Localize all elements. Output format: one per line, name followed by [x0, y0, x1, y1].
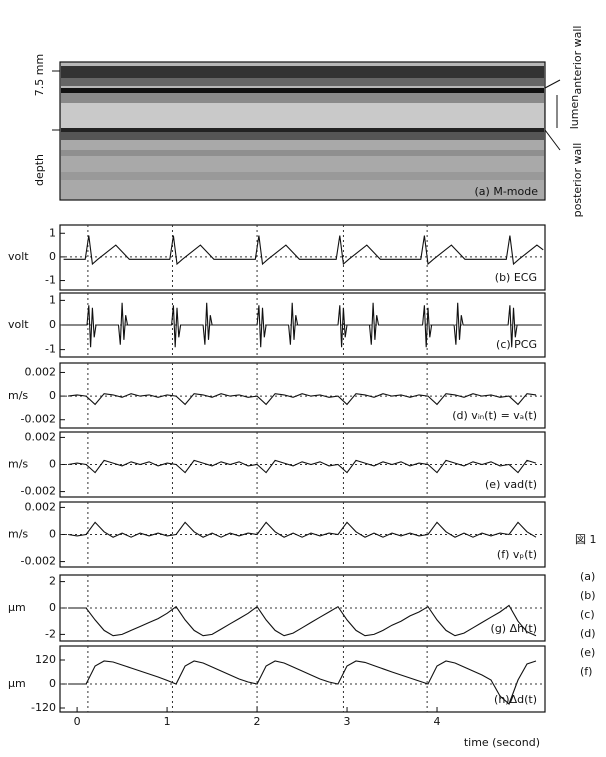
side-text: (e)	[580, 646, 595, 659]
panel-label: (b) ECG	[495, 271, 537, 284]
depth-label: depth	[33, 154, 46, 186]
y-tick-label: 1	[49, 226, 56, 239]
side-text: (d)	[580, 627, 596, 640]
panel-label: (h)Δd(t)	[494, 693, 537, 706]
y-tick-label: 0	[49, 389, 56, 402]
y-tick-label: -120	[31, 701, 56, 714]
annotation: anterior wall	[571, 26, 584, 95]
y-tick-label: 1	[49, 293, 56, 306]
m-mode-image	[52, 62, 560, 200]
side-text: (b)	[580, 589, 596, 602]
y-tick-label: -1	[45, 274, 56, 287]
y-axis-label: volt	[8, 318, 29, 331]
panel-label: (a) M-mode	[475, 185, 539, 198]
panel-frame	[60, 502, 545, 567]
panel-frame	[60, 575, 545, 641]
y-axis-label: μm	[8, 677, 26, 690]
panel-label: (c) PCG	[496, 338, 537, 351]
x-tick-label: 0	[74, 715, 81, 728]
panel-frame	[60, 646, 545, 712]
y-tick-label: -2	[45, 627, 56, 640]
panel-label: (f) vₚ(t)	[497, 548, 537, 561]
y-axis-label: m/s	[8, 389, 28, 402]
y-tick-label: 0	[49, 528, 56, 541]
y-tick-label: -0.002	[21, 555, 56, 568]
figure: 7.5 mm depth (a) M-mode anterior wall lu…	[0, 0, 606, 753]
y-tick-label: 0	[49, 318, 56, 331]
panel-label: (d) vᵢₙ(t) = vₐ(t)	[452, 409, 537, 422]
line-series	[68, 605, 536, 635]
x-tick-label: 1	[164, 715, 171, 728]
scale-label: 7.5 mm	[33, 54, 46, 96]
annotation: lumen	[568, 95, 581, 130]
y-axis-label: m/s	[8, 458, 28, 471]
line-series	[64, 236, 544, 264]
y-tick-label: -0.002	[21, 485, 56, 498]
y-tick-label: -1	[45, 343, 56, 356]
annotation: posterior wall	[571, 143, 584, 218]
y-tick-label: 0.002	[25, 365, 57, 378]
x-tick-label: 3	[344, 715, 351, 728]
y-axis-label: volt	[8, 250, 29, 263]
line-series	[64, 303, 541, 347]
line-series	[68, 661, 536, 704]
y-axis-label: m/s	[8, 528, 28, 541]
y-tick-label: 120	[35, 653, 56, 666]
side-text: 図 1	[575, 533, 597, 546]
side-text: (a)	[580, 570, 595, 583]
side-text: (c)	[580, 608, 595, 621]
y-tick-label: 0.002	[25, 430, 57, 443]
y-tick-label: -0.002	[21, 413, 56, 426]
y-tick-label: 0	[49, 458, 56, 471]
y-axis-label: μm	[8, 601, 26, 614]
side-text: (f)	[580, 665, 592, 678]
y-tick-label: 0	[49, 601, 56, 614]
panel-label: (e) vad(t)	[485, 478, 537, 491]
x-tick-label: 4	[434, 715, 441, 728]
panel-frame	[60, 225, 545, 290]
line-series	[68, 394, 536, 405]
y-tick-label: 0.002	[25, 500, 57, 513]
y-tick-label: 2	[49, 575, 56, 588]
x-tick-label: 2	[254, 715, 261, 728]
panel-frame	[60, 432, 545, 497]
y-tick-label: 0	[49, 250, 56, 263]
line-series	[68, 460, 536, 472]
y-tick-label: 0	[49, 677, 56, 690]
x-axis-label: time (second)	[464, 736, 540, 749]
